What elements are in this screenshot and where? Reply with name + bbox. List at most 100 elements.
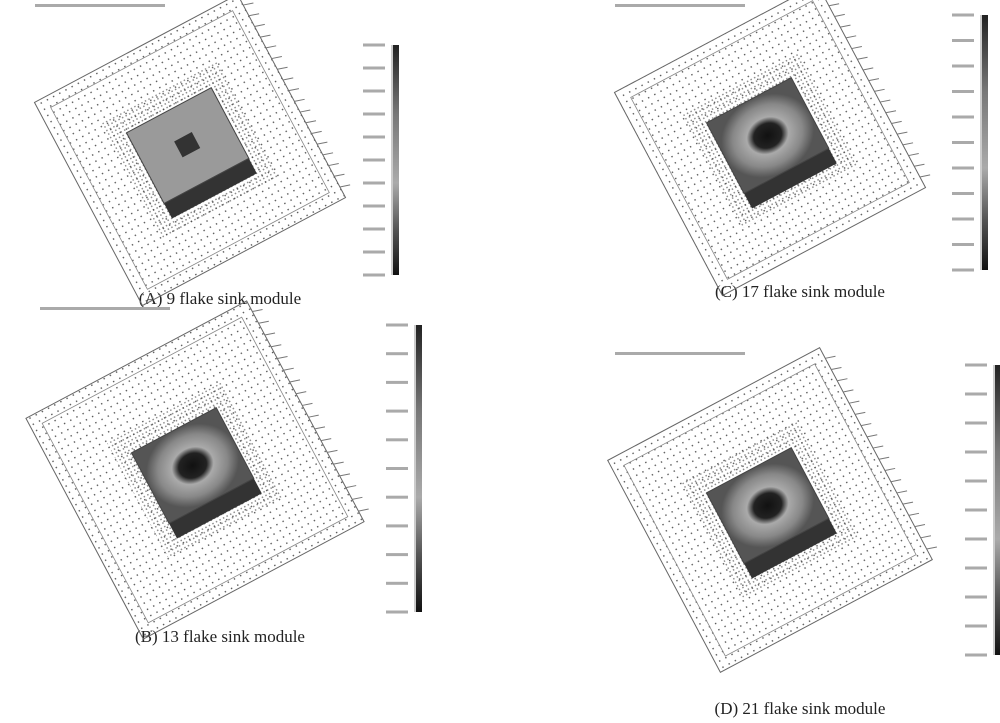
- color-bar-label-placeholder: [952, 39, 974, 42]
- color-bar: [982, 15, 988, 270]
- fin: [874, 87, 884, 94]
- figure: (A) 9 flake sink module (B) 13 flake sin…: [0, 0, 1000, 723]
- fin: [867, 432, 877, 439]
- fin: [306, 118, 316, 125]
- color-bar-label-placeholder: [386, 611, 408, 614]
- fin: [914, 162, 924, 169]
- fin: [333, 459, 343, 466]
- fin: [346, 483, 356, 490]
- header-placeholder: [615, 4, 745, 7]
- color-bar-label-placeholder: [952, 218, 974, 221]
- fin: [915, 522, 925, 529]
- fin: [340, 182, 350, 189]
- fin: [921, 533, 931, 540]
- fin: [271, 342, 281, 349]
- fin: [272, 54, 282, 61]
- color-bar: [416, 325, 422, 612]
- color-bar-label-placeholder: [952, 269, 974, 272]
- fin: [260, 32, 270, 39]
- simulation-image: [614, 0, 934, 296]
- fin: [300, 107, 310, 114]
- fin: [277, 354, 287, 361]
- fin: [249, 11, 259, 18]
- fin: [861, 421, 871, 428]
- fin: [334, 172, 344, 179]
- color-bar-label-placeholder: [363, 136, 385, 139]
- color-bar-label-placeholder: [386, 352, 408, 355]
- caption: (D) 21 flake sink module: [715, 699, 886, 718]
- color-bar-label-placeholder: [965, 451, 987, 454]
- color-bar-label-placeholder: [965, 480, 987, 483]
- color-bar-label-placeholder: [965, 654, 987, 657]
- fin: [869, 76, 879, 83]
- fin: [290, 377, 300, 384]
- fin: [863, 65, 873, 72]
- fin: [284, 366, 294, 373]
- fin: [277, 65, 287, 72]
- color-bar-label-placeholder: [965, 422, 987, 425]
- fin: [321, 436, 331, 443]
- color-bar-label-placeholder: [952, 65, 974, 68]
- fin: [829, 1, 839, 8]
- fin: [849, 398, 859, 405]
- color-bar-label-placeholder: [363, 44, 385, 47]
- fin: [879, 455, 889, 462]
- fin: [352, 495, 362, 502]
- fin: [311, 129, 321, 136]
- fin: [255, 22, 265, 29]
- fin: [927, 544, 937, 551]
- fin: [266, 43, 276, 50]
- fin: [329, 161, 339, 168]
- color-bar-label-placeholder: [363, 274, 385, 277]
- fin: [243, 0, 253, 7]
- fin: [873, 443, 883, 450]
- fin: [315, 424, 325, 431]
- color-bar-label-placeholder: [386, 467, 408, 470]
- fin: [259, 319, 269, 326]
- fin: [909, 511, 919, 518]
- fin: [903, 140, 913, 147]
- fin: [296, 389, 306, 396]
- color-bar-label-placeholder: [386, 553, 408, 556]
- fin: [835, 12, 845, 19]
- color-bar-label-placeholder: [363, 251, 385, 254]
- fin: [358, 506, 368, 513]
- color-bar-label-placeholder: [386, 438, 408, 441]
- color-bar-label-placeholder: [952, 141, 974, 144]
- fin: [880, 97, 890, 104]
- fin: [843, 387, 853, 394]
- fin: [846, 33, 856, 40]
- fin: [265, 330, 275, 337]
- color-bar-label-placeholder: [363, 113, 385, 116]
- color-bar-label-placeholder: [952, 116, 974, 119]
- color-bar-label-placeholder: [952, 167, 974, 170]
- fin: [340, 471, 350, 478]
- fin: [283, 75, 293, 82]
- simulation-image: [34, 0, 354, 306]
- fin: [852, 44, 862, 51]
- simulation-image: [26, 296, 373, 639]
- color-bar-label-placeholder: [363, 67, 385, 70]
- fin: [891, 477, 901, 484]
- fin: [825, 354, 835, 361]
- fin: [885, 466, 895, 473]
- color-bar-label-placeholder: [386, 524, 408, 527]
- fin: [317, 139, 327, 146]
- header-placeholder: [35, 4, 165, 7]
- color-bar: [995, 365, 1000, 655]
- color-bar-label-placeholder: [386, 410, 408, 413]
- fin: [920, 172, 930, 179]
- color-bar-label-placeholder: [363, 159, 385, 162]
- simulation-image: [608, 343, 941, 672]
- fin: [294, 97, 304, 104]
- color-bar-label-placeholder: [965, 364, 987, 367]
- fin: [903, 499, 913, 506]
- color-bar-label-placeholder: [952, 192, 974, 195]
- color-bar-label-placeholder: [965, 509, 987, 512]
- color-bar-label-placeholder: [363, 228, 385, 231]
- fin: [840, 22, 850, 29]
- color-bar-label-placeholder: [952, 90, 974, 93]
- color-bar-label-placeholder: [965, 538, 987, 541]
- color-bar-label-placeholder: [363, 205, 385, 208]
- fin: [323, 150, 333, 157]
